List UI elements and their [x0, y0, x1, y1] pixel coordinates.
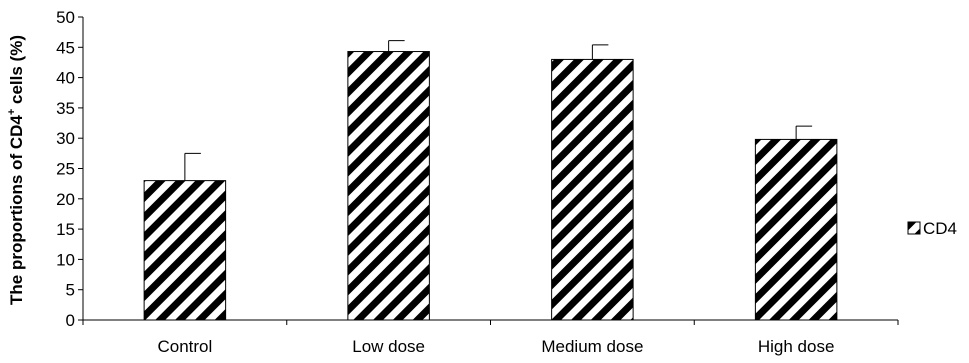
x-tick-label: Control	[157, 337, 212, 356]
y-tick-label: 20	[56, 190, 75, 209]
y-tick-label: 30	[56, 129, 75, 148]
bar	[551, 58, 634, 321]
y-tick-label: 10	[56, 250, 75, 269]
y-tick-label: 45	[56, 38, 75, 57]
bars	[143, 51, 838, 321]
y-tick-label: 0	[66, 311, 75, 330]
x-tick-label: Low dose	[352, 337, 425, 356]
bar	[754, 138, 838, 321]
y-tick-label: 35	[56, 99, 75, 118]
x-axis: Control Low dose Medium dose High dose	[82, 319, 899, 356]
y-tick-label: 40	[56, 69, 75, 88]
y-axis-label: The proportions of CD4+ cells (%)	[6, 35, 26, 305]
bar	[347, 51, 430, 321]
bar	[143, 180, 227, 321]
legend: CD4	[907, 219, 957, 238]
legend-label: CD4	[923, 219, 957, 238]
y-axis-label-suffix: cells (%)	[7, 35, 26, 109]
y-axis-label-main: The proportions of CD4	[7, 115, 26, 305]
y-tick-label: 5	[66, 281, 75, 300]
y-axis: 0 5 10 15 20 25 30 35 40 45 50	[56, 8, 84, 330]
x-tick-label: Medium dose	[541, 337, 643, 356]
y-tick-label: 15	[56, 220, 75, 239]
legend-swatch	[907, 221, 921, 235]
error-bars	[184, 40, 813, 181]
y-axis-label-superscript: +	[6, 109, 18, 115]
y-tick-label: 50	[56, 8, 75, 27]
y-tick-label: 25	[56, 160, 75, 179]
x-tick-label: High dose	[758, 337, 835, 356]
